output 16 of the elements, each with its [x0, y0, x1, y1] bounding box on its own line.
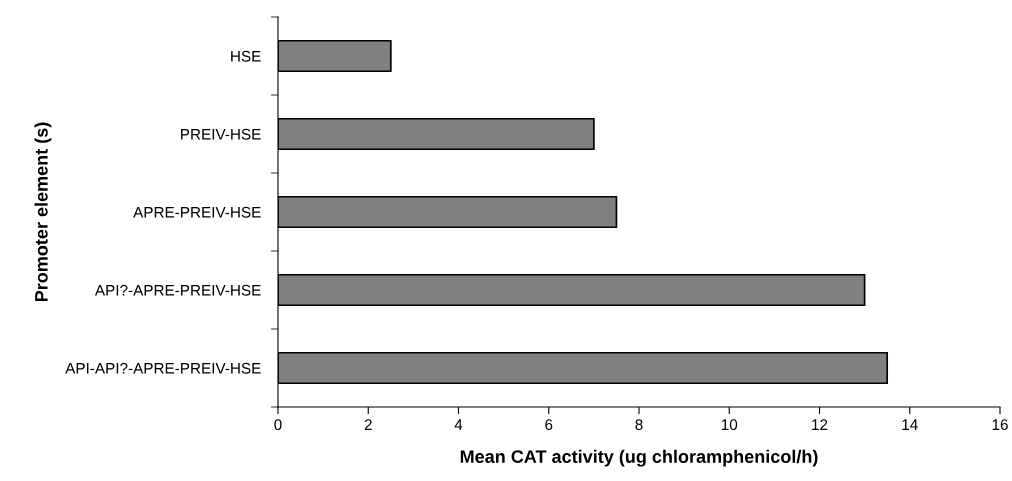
y-tick-label: API?-APRE-PREIV-HSE: [94, 284, 261, 296]
x-tick-label: 16: [992, 419, 1008, 431]
x-tick-label: 6: [545, 419, 553, 431]
x-axis-title: Mean CAT activity (ug chloramphenicol/h): [460, 449, 818, 467]
x-tick-label: 0: [274, 419, 282, 431]
y-axis-title: Promoter element (s): [34, 122, 52, 302]
x-tick-label: 10: [721, 419, 738, 431]
x-tick-label: 14: [902, 419, 918, 430]
y-tick-label: APRE-PREIV-HSE: [133, 206, 261, 218]
x-tick-label: 4: [454, 419, 463, 430]
y-tick-label: HSE: [231, 50, 261, 62]
y-tick-label: API-API?-APRE-PREIV-HSE: [65, 362, 261, 374]
x-tick-label: 8: [635, 419, 643, 431]
y-tick-label: PREIV-HSE: [181, 128, 261, 140]
x-tick-label: 2: [364, 419, 372, 430]
x-tick-label: 12: [812, 419, 828, 430]
